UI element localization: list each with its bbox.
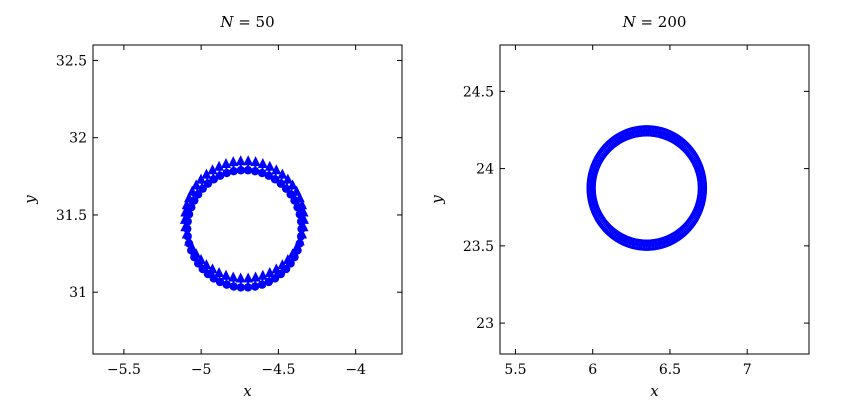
data-arrow-head	[250, 156, 261, 167]
data-arrow-head	[235, 155, 246, 166]
x-tick-label: 5.5	[504, 362, 526, 378]
y-tick-label: 24.5	[463, 84, 494, 100]
data-point	[264, 171, 273, 180]
data-point	[290, 252, 299, 262]
x-axis-label: x	[650, 382, 659, 400]
y-tick-label: 23	[476, 316, 494, 332]
chart-title: N = 200	[622, 13, 687, 31]
data-arrow-head	[282, 173, 293, 184]
y-axis-label: y	[428, 195, 446, 205]
data-arrow-head	[201, 259, 212, 270]
x-axis-label: x	[243, 382, 252, 400]
x-tick-label: 7	[743, 362, 752, 378]
data-arrow-head	[187, 242, 198, 253]
data-point	[290, 196, 299, 205]
data-arrow-head	[184, 235, 195, 246]
data-arrow-head	[257, 158, 268, 169]
data-arrow-head	[287, 179, 298, 190]
data-arrow-head	[228, 271, 239, 282]
data-arrow-head	[228, 156, 239, 167]
data-arrow-head	[191, 248, 202, 259]
plot-panel-n200: 5.5 6 6.5 7 23 23.5 24 24.5 N = 200 x y	[428, 13, 810, 400]
y-tick-label: 32	[69, 131, 87, 147]
data-point	[697, 184, 708, 196]
data-arrow-head	[264, 160, 275, 171]
y-tick-label: 24	[476, 162, 494, 178]
chart-title-value: = 200	[636, 13, 687, 31]
x-tick-label: −4	[345, 362, 366, 378]
data-arrow-head	[180, 221, 191, 232]
data-arrow-head	[191, 179, 202, 190]
x-tick-label: 6	[588, 362, 597, 378]
data-arrow-head	[181, 199, 192, 210]
data-arrow-head	[207, 164, 218, 175]
plot-panel-n50: −5.5 −5 −4.5 −4 31 31.5 32 32.5 N = 50 x y	[21, 13, 403, 400]
data-arrow-head	[195, 254, 206, 265]
chart-title-value: = 50	[233, 13, 274, 31]
data-arrow-head	[250, 271, 261, 282]
data-arrow-head	[277, 168, 288, 179]
data-series	[586, 125, 708, 251]
data-point	[250, 166, 260, 176]
data-arrow-head	[214, 160, 225, 171]
data-arrow-head	[187, 185, 198, 196]
y-tick-label: 31	[69, 285, 87, 301]
data-arrow-head	[298, 221, 309, 232]
plot-frame	[92, 44, 403, 355]
data-arrow-head	[207, 263, 218, 274]
chart-title: N = 50	[219, 13, 274, 31]
chart-title-variable: N	[622, 13, 637, 31]
data-arrow-head	[257, 269, 268, 280]
data-arrow-head	[221, 269, 232, 280]
data-arrow-head	[195, 173, 206, 184]
x-tick-label: −5.5	[107, 362, 141, 378]
data-arrow-head	[221, 158, 232, 169]
data-series	[179, 155, 309, 292]
x-tick-label: −5	[191, 362, 212, 378]
data-arrow-head	[243, 155, 254, 166]
data-arrow-head	[243, 272, 254, 283]
x-tick-label: 6.5	[659, 362, 681, 378]
y-axis-label: y	[21, 195, 39, 205]
data-arrow-head	[179, 213, 190, 224]
data-arrow-head	[180, 206, 191, 217]
y-tick-label: 23.5	[463, 239, 494, 255]
data-arrow-head	[235, 272, 246, 283]
y-tick-label: 32.5	[56, 53, 87, 69]
data-point	[250, 282, 260, 291]
data-arrow-head	[214, 266, 225, 277]
data-arrow-head	[264, 266, 275, 277]
data-arrow-head	[271, 164, 282, 175]
plot-frame	[499, 44, 810, 355]
data-arrow-head	[201, 168, 212, 179]
data-point	[296, 232, 306, 241]
chart-title-variable: N	[219, 13, 234, 31]
x-tick-label: −4.5	[261, 362, 295, 378]
y-tick-label: 31.5	[56, 208, 87, 224]
